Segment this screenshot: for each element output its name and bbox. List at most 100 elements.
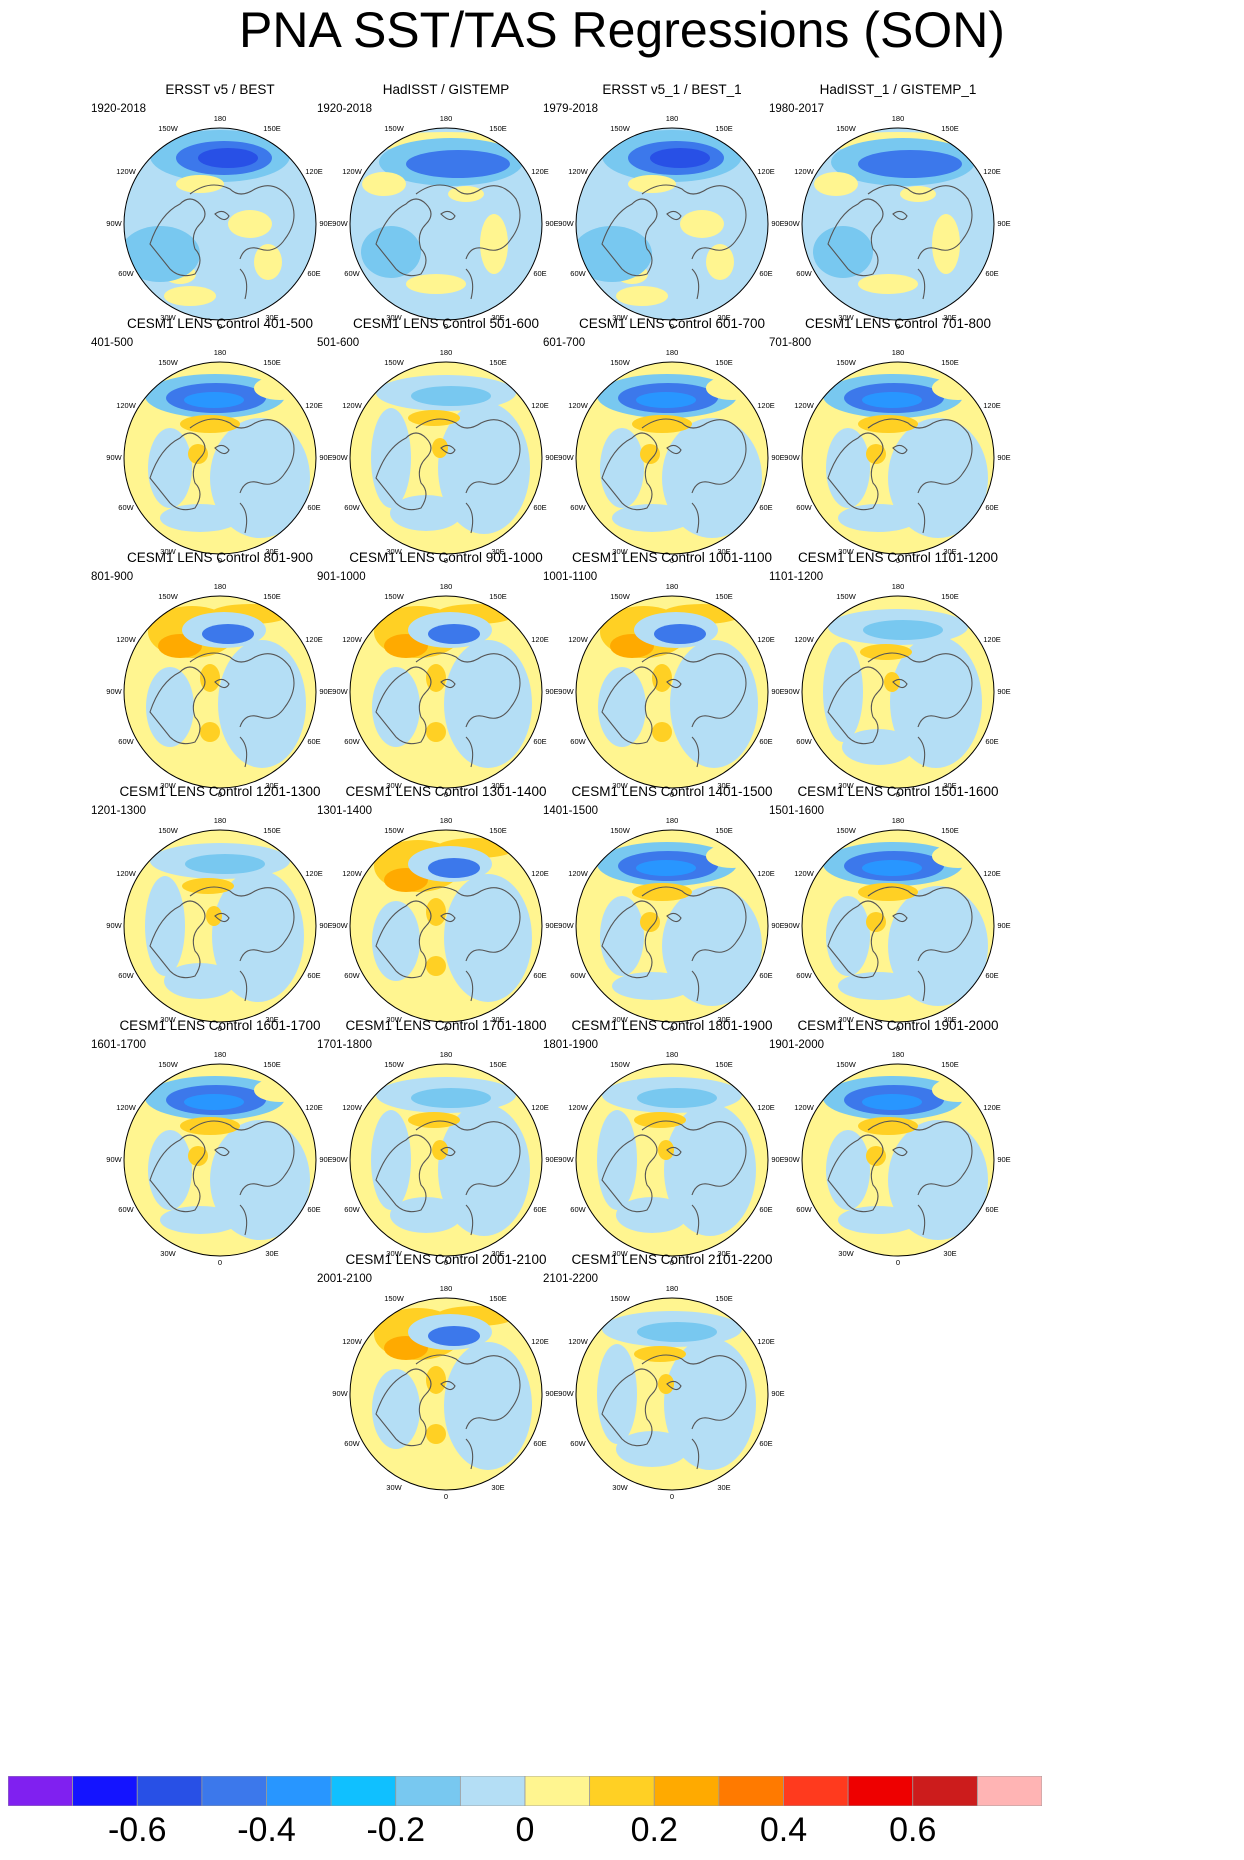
longitude-label: 0: [444, 556, 448, 565]
longitude-label: 60E: [307, 737, 320, 746]
panel-title: ERSST v5 / BEST: [165, 82, 275, 97]
coastline: [827, 886, 973, 1002]
anomaly-contour: [372, 901, 420, 981]
longitude-label: 30W: [160, 547, 176, 556]
panel-period: 1001-1100: [543, 571, 598, 583]
anomaly-contour: [210, 1120, 310, 1240]
map-panel: 180 150W 150E 120W 120E 90W 90E 60W 60E 30W 30E 0 ER…: [85, 82, 355, 352]
longitude-label: 30W: [612, 781, 628, 790]
longitude-label: 30W: [160, 1249, 176, 1258]
anomaly-contour: [612, 972, 692, 1000]
map-panel: 180 150W 150E 120W 120E 90W 90E 60W 60E 30W 30E 0 CE…: [537, 316, 807, 586]
colorbar-swatch: [201, 1776, 267, 1806]
longitude-label: 30E: [717, 1483, 730, 1492]
panel-period: 1601-1700: [91, 1039, 146, 1051]
anomaly-contour: [628, 175, 676, 193]
longitude-label: 120W: [568, 1103, 589, 1112]
longitude-label: 120W: [568, 635, 589, 644]
longitude-label: 150W: [158, 124, 179, 133]
longitude-label: 150W: [610, 358, 631, 367]
longitude-label: 90E: [319, 921, 332, 930]
longitude-label: 0: [218, 322, 222, 331]
longitude-label: 30E: [717, 1249, 730, 1258]
panel-period: 1920-2018: [91, 103, 146, 115]
map-boundary: [349, 127, 543, 321]
map-boundary: [575, 127, 769, 321]
anomaly-contour: [200, 722, 220, 742]
panel-title: CESM1 LENS Control 1801-1900: [571, 1018, 773, 1033]
longitude-label: 120W: [568, 1337, 589, 1346]
longitude-label: 150E: [489, 124, 507, 133]
anomaly-contour: [411, 1088, 491, 1108]
longitude-label: 30W: [612, 1249, 628, 1258]
colorbar-swatch: [847, 1776, 914, 1806]
longitude-label: 120W: [794, 167, 815, 176]
longitude-label: 90W: [558, 453, 574, 462]
longitude-label: 90W: [332, 687, 348, 696]
longitude-label: 0: [444, 1258, 448, 1267]
anomaly-contour: [148, 428, 192, 508]
longitude-label: 30E: [265, 547, 278, 556]
anomaly-contour: [654, 624, 706, 644]
panel-period: 1101-1200: [769, 571, 824, 583]
panel-period: 501-600: [317, 337, 360, 349]
map-panel: 180 150W 150E 120W 120E 90W 90E 60W 60E 30W 30E 0 CE…: [85, 1018, 355, 1288]
longitude-label: 120W: [794, 635, 815, 644]
anomaly-contour: [228, 210, 272, 238]
map-panel: 180 150W 150E 120W 120E 90W 90E 60W 60E 30W 30E 0 CE…: [763, 784, 1033, 1054]
longitude-label: 60E: [759, 503, 772, 512]
longitude-label: 0: [218, 790, 222, 799]
map-boundary: [123, 829, 317, 1023]
polar-stereographic-map: 180 150W 150E 120W 120E 90W 90E 60W 60E 30W 30E 0: [332, 1284, 558, 1501]
longitude-label: 30E: [265, 781, 278, 790]
anomaly-contour: [664, 1104, 756, 1236]
longitude-label: 180: [440, 348, 453, 357]
longitude-label: 90E: [545, 1389, 558, 1398]
polar-stereographic-map: 180 150W 150E 120W 120E 90W 90E 60W 60E 30W 30E 0: [558, 348, 784, 565]
longitude-label: 60W: [118, 1205, 134, 1214]
longitude-label: 150W: [384, 826, 405, 835]
longitude-label: 60W: [118, 269, 134, 278]
longitude-label: 180: [214, 348, 227, 357]
map-boundary: [349, 1297, 543, 1491]
panel-title: CESM1 LENS Control 1701-1800: [345, 1018, 547, 1033]
anomaly-contour: [188, 1146, 208, 1166]
anomaly-contour: [428, 624, 480, 644]
anomaly-contour: [600, 428, 644, 508]
longitude-label: 60E: [533, 1439, 546, 1448]
anomaly-contour: [206, 906, 222, 926]
longitude-label: 90E: [771, 687, 784, 696]
longitude-label: 0: [444, 790, 448, 799]
longitude-label: 0: [670, 322, 674, 331]
map-boundary: [801, 127, 995, 321]
polar-stereographic-map: 180 150W 150E 120W 120E 90W 90E 60W 60E 30W 30E 0: [784, 816, 1010, 1033]
panel-title: CESM1 LENS Control 601-700: [578, 316, 766, 331]
panel-period: 1501-1600: [769, 805, 824, 817]
longitude-label: 90E: [997, 219, 1010, 228]
longitude-label: 90W: [558, 1389, 574, 1398]
longitude-label: 30W: [160, 1015, 176, 1024]
longitude-label: 150W: [610, 124, 631, 133]
anomaly-contour: [146, 667, 194, 747]
anomaly-contour: [408, 410, 460, 426]
anomaly-contour: [372, 1369, 420, 1449]
longitude-label: 120W: [342, 1337, 363, 1346]
longitude-label: 60W: [796, 737, 812, 746]
anomaly-contour: [164, 286, 216, 306]
map-panel: 180 150W 150E 120W 120E 90W 90E 60W 60E 30W 30E 0 CE…: [763, 1018, 1033, 1288]
colorbar-tick-label: 0.6: [889, 1811, 937, 1849]
anomaly-contour: [597, 1110, 637, 1210]
longitude-label: 30W: [612, 547, 628, 556]
map-panel: 180 150W 150E 120W 120E 90W 90E 60W 60E 30W 30E 0 CE…: [763, 316, 1033, 586]
colorbar-tick-label: 0.4: [759, 1811, 808, 1849]
longitude-label: 30E: [717, 547, 730, 556]
longitude-label: 150E: [489, 1294, 507, 1303]
anomaly-contour: [371, 1110, 411, 1210]
polar-stereographic-map: 180 150W 150E 120W 120E 90W 90E 60W 60E 30W 30E 0: [106, 1050, 332, 1267]
longitude-label: 60E: [985, 503, 998, 512]
anomaly-contour: [426, 956, 446, 976]
polar-stereographic-map: 180 150W 150E 120W 120E 90W 90E 60W 60E 30W 30E 0: [558, 114, 784, 331]
colorbar-tick-label: -0.6: [107, 1811, 167, 1849]
map-panel: 180 150W 150E 120W 120E 90W 90E 60W 60E 30W 30E 0 Ha…: [763, 82, 1033, 352]
anomaly-contour: [932, 844, 984, 868]
